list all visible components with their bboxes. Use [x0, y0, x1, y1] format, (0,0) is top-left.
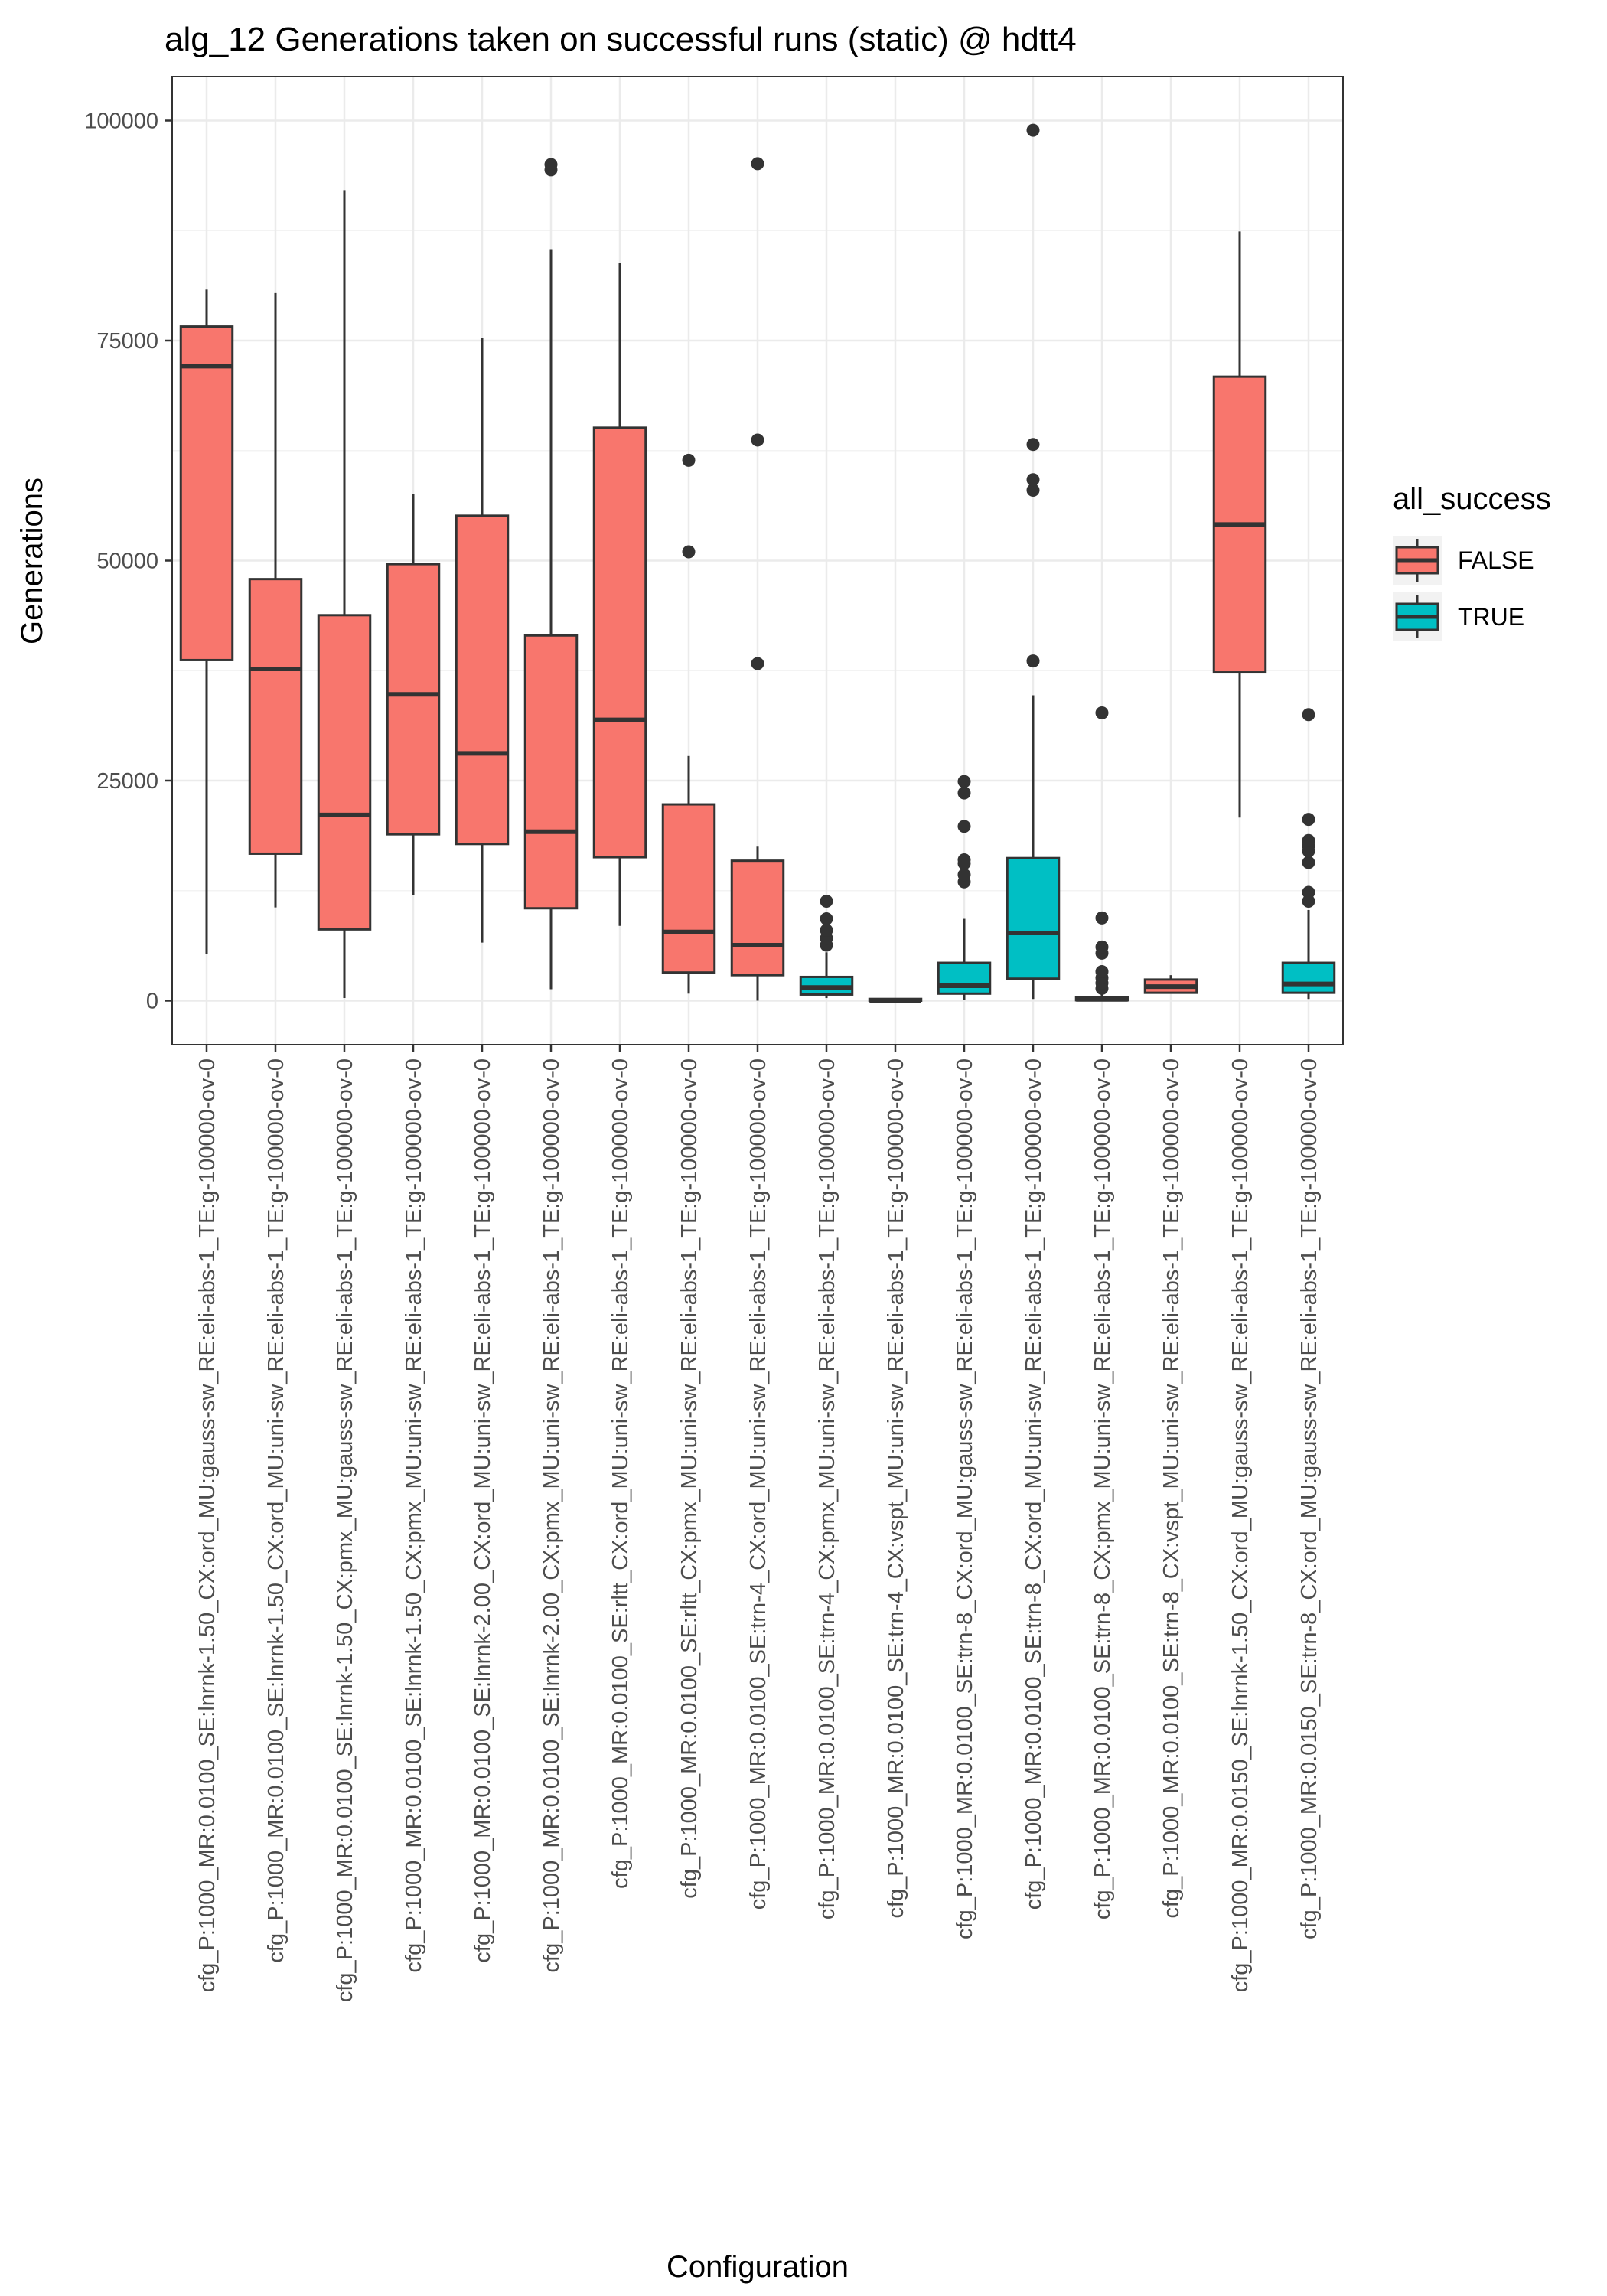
x-tick-label: cfg_P:1000_MR:0.0100_SE:lnrnk-1.50_CX:pm…	[402, 1058, 426, 1972]
y-tick-label: 50000	[96, 550, 158, 574]
outlier-point	[544, 158, 558, 171]
box-iqr	[661, 803, 716, 974]
outlier-point	[957, 853, 971, 866]
box-iqr	[523, 634, 579, 910]
box-iqr	[592, 426, 647, 859]
outlier-point	[1302, 833, 1315, 847]
outlier-point	[1026, 438, 1040, 452]
x-tick-label: cfg_P:1000_MR:0.0100_SE:lnrnk-1.50_CX:or…	[264, 1058, 288, 1963]
x-tick-label: cfg_P:1000_MR:0.0100_SE:lnrnk-2.00_CX:pm…	[539, 1058, 564, 1972]
box-group	[937, 775, 992, 1000]
outlier-point	[682, 453, 696, 467]
box-iqr	[1281, 961, 1336, 994]
outlier-point	[957, 775, 971, 788]
outlier-point	[1095, 706, 1109, 719]
box-group	[1281, 708, 1336, 1000]
outlier-point	[1302, 813, 1315, 827]
legend-title: all_success	[1393, 482, 1551, 516]
outlier-point	[1026, 484, 1040, 497]
legend-item: FALSE	[1393, 536, 1534, 585]
box-group	[1074, 706, 1129, 1002]
box-group	[1212, 231, 1267, 818]
box-group	[730, 157, 785, 1001]
outlier-point	[820, 895, 833, 908]
outlier-point	[751, 433, 764, 447]
box-group	[1143, 975, 1198, 994]
outlier-point	[1302, 708, 1315, 722]
box-group	[248, 292, 303, 908]
box-group	[179, 289, 234, 954]
x-tick-label: cfg_P:1000_MR:0.0100_SE:trn-8_CX:ord_MU:…	[953, 1058, 977, 1939]
outlier-point	[751, 157, 764, 171]
box-iqr	[730, 859, 785, 977]
x-tick-label: cfg_P:1000_MR:0.0100_SE:trn-4_CX:pmx_MU:…	[815, 1058, 839, 1919]
box-iqr	[248, 578, 303, 855]
outlier-point	[1095, 940, 1109, 954]
x-tick-label: cfg_P:1000_MR:0.0100_SE:rltt_CX:ord_MU:u…	[608, 1058, 633, 1889]
x-tick-label: cfg_P:1000_MR:0.0150_SE:lnrnk-1.50_CX:or…	[1228, 1058, 1253, 1992]
box-iqr	[317, 614, 372, 931]
box-group	[661, 453, 716, 994]
outlier-point	[957, 820, 971, 833]
outlier-point	[957, 868, 971, 882]
y-tick-label: 0	[146, 990, 158, 1014]
chart-title: alg_12 Generations taken on successful r…	[165, 21, 1077, 58]
x-axis-title: Configuration	[667, 2250, 849, 2284]
legend-item: TRUE	[1393, 592, 1524, 641]
outlier-point	[1302, 885, 1315, 899]
box-iqr	[1006, 856, 1061, 980]
outlier-point	[957, 786, 971, 800]
x-tick-label: cfg_P:1000_MR:0.0100_SE:trn-8_CX:vspt_MU…	[1159, 1058, 1184, 1919]
legend-label: FALSE	[1458, 546, 1534, 574]
box-iqr	[386, 563, 441, 836]
outlier-point	[751, 657, 764, 670]
x-tick-label: cfg_P:1000_MR:0.0100_SE:lnrnk-1.50_CX:pm…	[333, 1058, 357, 2002]
y-tick-label: 100000	[84, 109, 158, 134]
box-iqr	[455, 514, 510, 846]
box-iqr	[179, 325, 234, 661]
x-tick-label: cfg_P:1000_MR:0.0100_SE:trn-8_CX:ord_MU:…	[1022, 1058, 1046, 1910]
box-group	[868, 997, 923, 1003]
box-iqr	[937, 961, 992, 995]
box-group	[386, 494, 441, 895]
legend-label: TRUE	[1458, 603, 1524, 631]
x-tick-label: cfg_P:1000_MR:0.0100_SE:lnrnk-2.00_CX:or…	[471, 1058, 495, 1963]
outlier-point	[820, 912, 833, 926]
outlier-point	[682, 545, 696, 559]
box-group	[799, 895, 854, 999]
x-tick-label: cfg_P:1000_MR:0.0100_SE:trn-8_CX:pmx_MU:…	[1090, 1058, 1115, 1919]
outlier-point	[1302, 856, 1315, 869]
outlier-point	[1095, 911, 1109, 925]
box-group	[455, 338, 510, 943]
y-axis-title: Generations	[15, 478, 49, 644]
outlier-point	[1026, 473, 1040, 487]
legend: all_success FALSE TRUE	[1393, 482, 1551, 641]
y-tick-label: 25000	[96, 769, 158, 794]
boxes	[179, 123, 1336, 1003]
x-tick-label: cfg_P:1000_MR:0.0100_SE:lnrnk-1.50_CX:or…	[195, 1058, 220, 1992]
x-tick-label: cfg_P:1000_MR:0.0100_SE:trn-4_CX:ord_MU:…	[746, 1058, 771, 1910]
x-tick-label: cfg_P:1000_MR:0.0100_SE:trn-4_CX:vspt_MU…	[884, 1058, 908, 1919]
box-group	[317, 190, 372, 999]
outlier-point	[1026, 654, 1040, 668]
y-axis: 0 25000 50000 75000 100000	[84, 109, 172, 1014]
box-group	[523, 158, 579, 990]
y-tick-label: 75000	[96, 329, 158, 354]
outlier-point	[1026, 123, 1040, 137]
box-group	[1006, 123, 1061, 1000]
x-tick-label: cfg_P:1000_MR:0.0150_SE:trn-8_CX:ord_MU:…	[1297, 1058, 1322, 1939]
x-tick-label: cfg_P:1000_MR:0.0100_SE:rltt_CX:pmx_MU:u…	[677, 1058, 702, 1899]
box-group	[592, 263, 647, 926]
x-axis: cfg_P:1000_MR:0.0100_SE:lnrnk-1.50_CX:or…	[195, 1045, 1322, 2002]
outlier-point	[820, 924, 833, 937]
outlier-point	[1095, 965, 1109, 979]
